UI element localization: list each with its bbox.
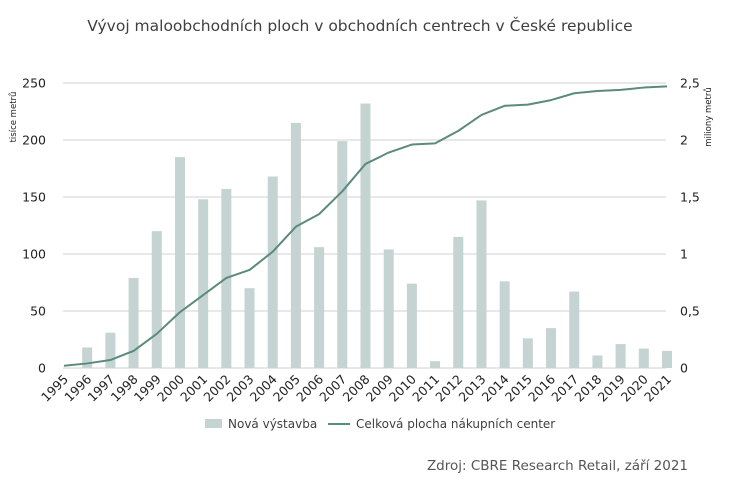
bar bbox=[430, 361, 441, 368]
bar bbox=[151, 231, 162, 368]
legend-label-bars: Nová výstavba bbox=[228, 417, 317, 431]
bar bbox=[615, 344, 626, 368]
bar bbox=[662, 350, 672, 368]
legend-label-line: Celková plocha nákupních center bbox=[356, 417, 555, 431]
legend: Nová výstavba Celková plocha nákupních c… bbox=[205, 417, 555, 431]
y-right-axis-title: miliony metrů bbox=[703, 87, 714, 146]
source-note: Zdroj: CBRE Research Retail, září 2021 bbox=[427, 458, 688, 474]
y-left-tick-label: 100 bbox=[22, 247, 46, 262]
y-right-tick-label: 0,5 bbox=[680, 304, 700, 319]
y-right-tick-label: 0 bbox=[680, 361, 688, 376]
chart-title: Vývoj maloobchodních ploch v obchodních … bbox=[87, 16, 632, 35]
y-left-axis-title: tisíce metrů bbox=[8, 92, 19, 143]
bar bbox=[82, 347, 93, 368]
x-tick-labels: 1995199619971998199920002001200220032004… bbox=[38, 371, 674, 404]
bar bbox=[592, 355, 603, 368]
y-right-tick-label: 1,5 bbox=[680, 190, 700, 205]
y-left-tick-labels: 0 50 100 150 200 250 bbox=[22, 76, 46, 376]
bar bbox=[546, 328, 557, 368]
bar bbox=[128, 277, 139, 368]
bar bbox=[638, 348, 649, 368]
bar bbox=[337, 141, 348, 368]
bar bbox=[569, 291, 580, 368]
y-left-tick-label: 150 bbox=[22, 190, 46, 205]
y-right-tick-label: 1 bbox=[680, 247, 688, 262]
bar bbox=[174, 157, 185, 368]
bar bbox=[499, 281, 510, 368]
bar bbox=[476, 200, 487, 368]
bar bbox=[314, 247, 325, 368]
bars-nova-vystavba bbox=[82, 103, 672, 369]
y-left-tick-label: 0 bbox=[38, 361, 46, 376]
x-tick-label: 2021 bbox=[641, 372, 674, 405]
bar bbox=[522, 338, 533, 368]
bar bbox=[383, 249, 394, 368]
bar bbox=[406, 283, 417, 368]
bar bbox=[360, 103, 371, 369]
bar bbox=[267, 176, 278, 368]
bar bbox=[244, 288, 255, 368]
bar bbox=[290, 122, 301, 369]
bar bbox=[198, 199, 209, 368]
y-left-tick-label: 50 bbox=[30, 304, 46, 319]
line-celkova-plocha bbox=[63, 85, 668, 367]
bar bbox=[453, 236, 464, 368]
legend-swatch-bars bbox=[205, 419, 222, 428]
y-left-tick-label: 250 bbox=[22, 76, 46, 91]
y-right-tick-label: 2,5 bbox=[680, 76, 700, 91]
series-line bbox=[63, 85, 668, 367]
y-left-tick-label: 200 bbox=[22, 133, 46, 148]
y-right-tick-labels: 0 0,5 1 1,5 2 2,5 bbox=[680, 76, 700, 376]
bar bbox=[105, 332, 116, 368]
y-right-tick-label: 2 bbox=[680, 133, 688, 148]
